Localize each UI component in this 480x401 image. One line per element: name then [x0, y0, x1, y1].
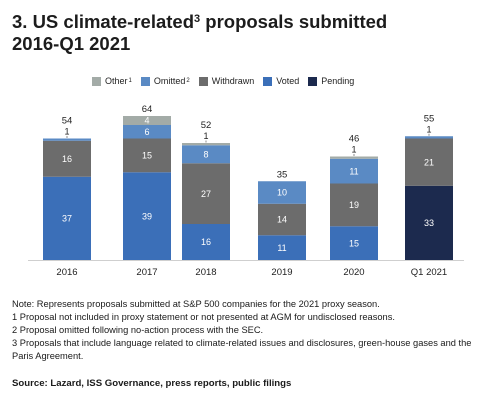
bar-value-label: 37	[62, 214, 72, 224]
x-tick-label: 2019	[271, 267, 292, 278]
title-line-2: 2016-Q1 2021	[12, 33, 130, 54]
bar-segment-other	[182, 143, 230, 145]
source-line: Source: Lazard, ISS Governance, press re…	[12, 378, 291, 389]
x-tick-label: Q1 2021	[411, 267, 447, 278]
x-tick-label: 2020	[343, 267, 364, 278]
footnote-1: 1 Proposal not included in proxy stateme…	[12, 311, 472, 324]
legend-label: Omitted	[154, 76, 186, 86]
bar-total-label: 46	[349, 134, 360, 145]
legend-label: Voted	[276, 76, 299, 86]
bar-total-label: 55	[424, 113, 435, 124]
bar-value-label: 6	[144, 127, 149, 137]
chart-notes: Note: Represents proposals submitted at …	[12, 298, 472, 363]
bar-segment-omitted	[405, 136, 453, 138]
bar-total-label: 52	[201, 120, 212, 131]
legend-swatch	[263, 77, 272, 86]
bar-value-label: 8	[203, 149, 208, 159]
chart-title: 3. US climate-related3 proposals submitt…	[12, 8, 472, 55]
bar-value-label: 21	[424, 157, 434, 167]
legend-item-voted: Voted	[263, 76, 299, 86]
legend-footnote-marker: 1	[129, 78, 132, 84]
legend-item-withdrawn: Withdrawn	[199, 76, 255, 86]
bar-value-label: 33	[424, 218, 434, 228]
bar-small-segment-label: 1	[426, 124, 431, 134]
bar-segment-other	[330, 157, 378, 159]
legend-item-other: Other 1	[92, 76, 132, 86]
legend-swatch	[199, 77, 208, 86]
bar-value-label: 27	[201, 189, 211, 199]
bar-total-label: 35	[277, 169, 288, 180]
bar-total-label: 54	[62, 116, 73, 127]
bar-small-segment-label: 1	[203, 131, 208, 141]
legend-item-omitted: Omitted 2	[141, 76, 190, 86]
legend-item-pending: Pending	[308, 76, 354, 86]
footnote-2: 2 Proposal omitted following no-action p…	[12, 324, 472, 337]
bar-value-label: 15	[349, 238, 359, 248]
bar-value-label: 16	[201, 237, 211, 247]
note-line: Note: Represents proposals submitted at …	[12, 298, 472, 311]
stacked-bar-chart: 3716154201639156464201716278152201811141…	[0, 90, 480, 290]
bar-small-segment-label: 1	[64, 127, 69, 137]
legend-label: Pending	[321, 76, 354, 86]
legend-label: Other	[105, 76, 128, 86]
bar-value-label: 10	[277, 188, 287, 198]
legend-footnote-marker: 2	[186, 78, 189, 84]
bar-small-segment-label: 1	[351, 145, 356, 155]
x-tick-label: 2018	[195, 267, 216, 278]
bar-value-label: 14	[277, 215, 287, 225]
footnote-3: 3 Proposals that include language relate…	[12, 337, 472, 363]
bar-value-label: 11	[277, 243, 286, 253]
bar-value-label: 11	[349, 166, 358, 176]
x-tick-label: 2016	[56, 267, 77, 278]
legend-swatch	[141, 77, 150, 86]
bar-segment-omitted	[43, 139, 91, 141]
bar-value-label: 4	[144, 116, 149, 126]
bar-value-label: 16	[62, 154, 72, 164]
title-line-1: 3. US climate-related3 proposals submitt…	[12, 11, 387, 32]
bar-total-label: 64	[142, 104, 153, 115]
bar-value-label: 15	[142, 151, 152, 161]
legend-swatch	[308, 77, 317, 86]
legend-swatch	[92, 77, 101, 86]
x-tick-label: 2017	[136, 267, 157, 278]
bar-value-label: 19	[349, 200, 359, 210]
bar-value-label: 39	[142, 211, 152, 221]
legend-label: Withdrawn	[212, 76, 255, 86]
chart-legend: Other 1 Omitted 2 Withdrawn Voted Pending	[92, 74, 363, 88]
